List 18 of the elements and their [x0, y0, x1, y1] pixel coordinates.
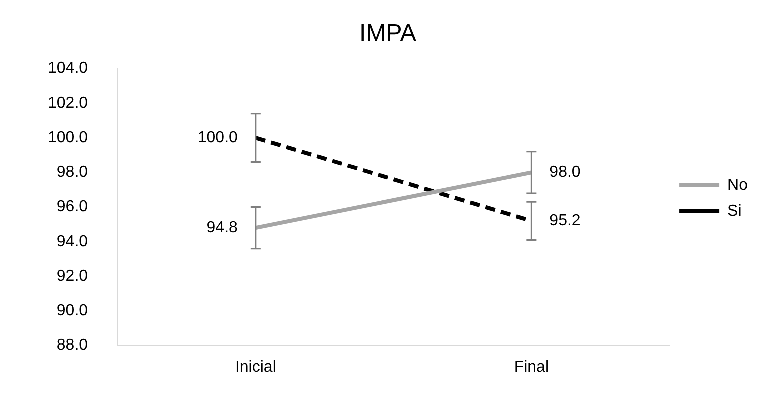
y-tick-label: 90.0: [56, 302, 88, 320]
y-tick-label: 100.0: [48, 129, 88, 146]
y-tick-label: 96.0: [56, 198, 88, 216]
legend-label: Si: [728, 202, 742, 220]
chart-title: IMPA: [360, 20, 416, 48]
data-label: 95.2: [550, 212, 581, 230]
data-label: 100.0: [198, 129, 238, 146]
data-label: 98.0: [550, 164, 581, 182]
y-tick-label: 104.0: [48, 60, 88, 78]
y-tick-label: 94.0: [56, 233, 88, 250]
legend-label: No: [728, 176, 748, 194]
y-tick-label: 92.0: [56, 268, 88, 285]
x-tick-label: Final: [514, 358, 550, 376]
y-tick-label: 98.0: [56, 164, 88, 182]
y-tick-label: 88.0: [56, 337, 88, 354]
x-tick-label: Inicial: [235, 358, 276, 376]
data-label: 94.8: [206, 219, 238, 236]
y-tick-label: 102.0: [48, 94, 88, 112]
